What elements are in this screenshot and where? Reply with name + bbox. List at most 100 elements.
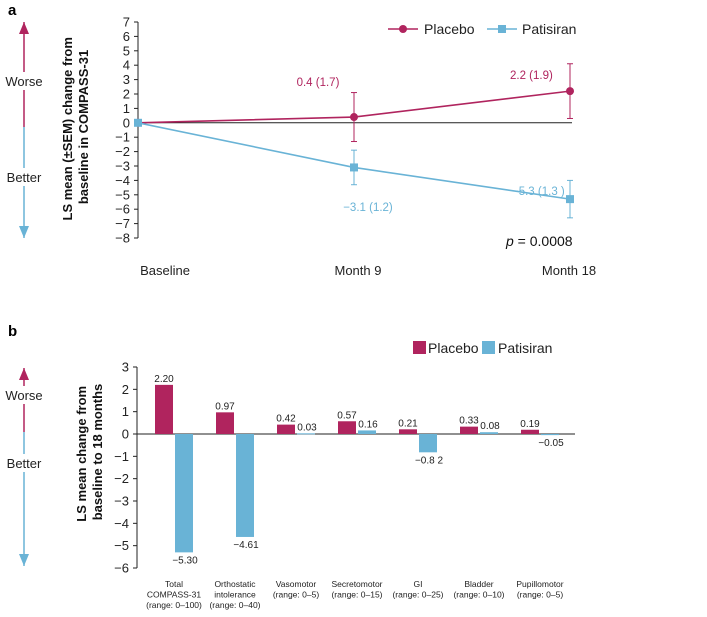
worse-arrow-head [19,368,29,380]
bar-value-label: 0.57 [337,410,357,421]
point-placebo [566,87,574,96]
bar-placebo [277,424,295,434]
panel-a-y-axis-title: LS mean (±SEM) change from baseline in C… [60,33,91,220]
panel-b-y-tick-label: 3 [122,360,129,375]
x-category-label: Bladder [464,579,493,589]
panel-b-label: b [8,323,17,340]
bar-placebo [216,412,234,434]
x-category-label: (range: 0–100) [146,600,202,610]
data-label: 2.2 (1.9) [510,70,553,82]
bar-placebo [399,429,417,434]
panel-b-legend: Placebo Patisiran [413,340,552,356]
bar-value-label: 0.33 [459,416,479,427]
panel-b-bars: 2.20 −5.30 0.97 −4.61 0.420.03 0.570.16 0.21 −0… [154,374,564,566]
bar-patisiran [358,430,376,434]
bar-placebo [460,426,478,434]
panel-a-x-label-month-18: Month 18 [542,263,596,278]
bar-value-label: 0.42 [276,414,296,425]
bar-group-orthostatic: 0.97 −4.61 [215,401,259,551]
legend-patisiran-label: Patisiran [498,340,552,356]
bar-patisiran [480,432,498,434]
bar-value-label: 0.21 [398,418,418,429]
p-value-annotation: p = 0.0008 [505,233,573,249]
panel-a-y-tick-label: −8 [115,231,130,246]
panel-b: b Worse Better LS mean change from basel… [5,323,575,610]
panel-a-x-label-month-9: Month 9 [335,263,382,278]
bar-value-label: 0.19 [520,419,540,430]
bar-value-label: 0.08 [480,421,500,432]
panel-a-y-tick-label: −5 [115,187,130,202]
bar-patisiran [419,434,437,453]
better-label: Better [7,170,42,185]
p-value-text: = 0.0008 [514,233,573,249]
panel-a-y-tick-label: 7 [123,15,130,30]
panel-a-legend: Placebo Patisiran [388,21,576,37]
p-value-symbol: p [505,233,514,249]
legend-placebo-label: Placebo [428,340,479,356]
bar-placebo [521,429,539,434]
legend-placebo-label: Placebo [424,21,475,37]
x-category-label: (range: 0–10) [453,590,504,600]
point-patisiran [350,163,358,172]
panel-a-y-tick-label: −2 [115,144,130,159]
panel-a-y-tick-label: 2 [123,87,130,102]
bar-patisiran [175,434,193,553]
panel-a-y-tick-label: −6 [115,202,130,217]
panel-a-y-tick-label: −7 [115,216,130,231]
better-label: Better [7,456,42,471]
better-arrow-head [19,226,29,238]
series-placebo: 0.4 (1.7) 2.2 (1.9) [134,63,574,143]
bar-patisiran [541,434,559,436]
panel-a-y-tick-label: −1 [115,130,130,145]
bar-group-secretomotor: 0.570.16 [337,410,378,434]
bar-patisiran [297,433,315,435]
bar-group-bladder: 0.330.08 [459,416,500,434]
panel-a-y-tick-label: 6 [123,29,130,44]
legend-placebo-swatch [413,341,426,354]
worse-label: Worse [5,74,42,89]
bar-value-label: −4.61 [233,540,259,551]
x-category-label: (range: 0–5) [517,590,563,600]
bar-group-vasomotor: 0.420.03 [276,414,317,435]
panel-a: a Worse Better LS mean (±SEM) change fro… [5,2,596,278]
panel-b-y-ticks: 3 2 1 0 −1 −2 −3 −4 −5 −6 [114,360,137,576]
bar-value-label: 0.97 [215,401,235,412]
worse-label: Worse [5,388,42,403]
panel-a-y-tick-label: 1 [123,101,130,116]
x-category-label: GI [414,579,423,589]
x-category-label: intolerance [214,590,256,600]
bar-group-pupillomotor: 0.19 −0.05 [520,419,564,449]
x-category-label: Total [165,579,183,589]
point-patisiran [566,195,574,204]
panel-a-x-categories: Baseline Month 9 Month 18 [140,263,596,278]
panel-a-label: a [8,2,17,19]
panel-a-y-tick-label: −3 [115,159,130,174]
legend-patisiran-swatch [482,341,495,354]
panel-a-x-label-baseline: Baseline [140,263,190,278]
better-arrow-head [19,554,29,566]
x-category-label: (range: 0–40) [209,600,260,610]
panel-b-direction-indicator: Worse Better [5,368,45,566]
legend-patisiran-label: Patisiran [522,21,576,37]
panel-a-y-tick-label: 5 [123,43,130,58]
x-category-label: Vasomotor [276,579,317,589]
panel-a-y-tick-label: 3 [123,72,130,87]
panel-b-y-tick-label: −6 [114,561,129,576]
x-category-label: COMPASS-31 [147,590,201,600]
bar-value-label: 0.03 [297,422,317,433]
x-category-label: (range: 0–15) [331,590,382,600]
bar-value-label: 0.16 [358,419,378,430]
panel-b-y-axis-title: LS mean change from baseline to 18 month… [74,382,105,521]
panel-b-y-tick-label: −4 [114,516,129,531]
x-category-label: Pupillomotor [516,579,563,589]
bar-group-total: 2.20 −5.30 [154,374,198,566]
data-label: −3.1 (1.2) [343,202,393,214]
bar-value-label: −5.30 [172,555,198,566]
bar-patisiran [236,434,254,537]
x-category-label: (range: 0–25) [392,590,443,600]
panel-b-y-tick-label: 0 [122,427,129,442]
panel-b-y-tick-label: −1 [114,449,129,464]
x-category-label: Secretomotor [331,579,382,589]
